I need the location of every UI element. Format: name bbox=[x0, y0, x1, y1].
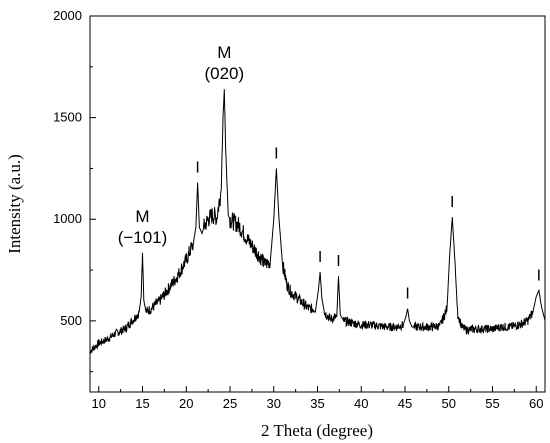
phase-annotation: (−101) bbox=[118, 228, 168, 247]
peak-marker: I bbox=[537, 267, 541, 284]
phase-annotation: M bbox=[217, 43, 231, 62]
x-axis-title: 2 Theta (degree) bbox=[261, 421, 373, 440]
x-tick-label: 35 bbox=[310, 396, 324, 411]
series-line bbox=[89, 89, 546, 354]
x-tick-label: 40 bbox=[354, 396, 368, 411]
x-tick-label: 60 bbox=[529, 396, 543, 411]
ticks-group bbox=[90, 15, 537, 392]
plot-frame bbox=[89, 15, 546, 393]
tick-labels-group: 10 15 20 25 30 35 40 45 50 55 60 500 1000 1500 2000 bbox=[53, 8, 543, 411]
phase-annotation: (020) bbox=[204, 64, 244, 83]
peak-marker: I bbox=[336, 253, 340, 270]
y-tick-label: 500 bbox=[60, 313, 82, 328]
peak-marker: I bbox=[405, 286, 409, 303]
x-tick-label: 20 bbox=[179, 396, 193, 411]
x-tick-label: 45 bbox=[398, 396, 412, 411]
x-tick-label: 55 bbox=[485, 396, 499, 411]
x-tick-label: 50 bbox=[442, 396, 456, 411]
x-tick-label: 10 bbox=[92, 396, 106, 411]
y-tick-label: 1000 bbox=[53, 211, 82, 226]
peak-marker: I bbox=[274, 145, 278, 162]
peak-marker: I bbox=[318, 249, 322, 266]
y-tick-label: 1500 bbox=[53, 110, 82, 125]
x-tick-label: 15 bbox=[135, 396, 149, 411]
y-axis-title: Intensity (a.u.) bbox=[5, 154, 24, 254]
x-tick-label: 25 bbox=[223, 396, 237, 411]
x-tick-label: 30 bbox=[267, 396, 281, 411]
phase-annotation: M bbox=[135, 207, 149, 226]
y-tick-label: 2000 bbox=[53, 8, 82, 23]
peak-marker: I bbox=[195, 160, 199, 177]
peak-marker: I bbox=[450, 194, 454, 211]
